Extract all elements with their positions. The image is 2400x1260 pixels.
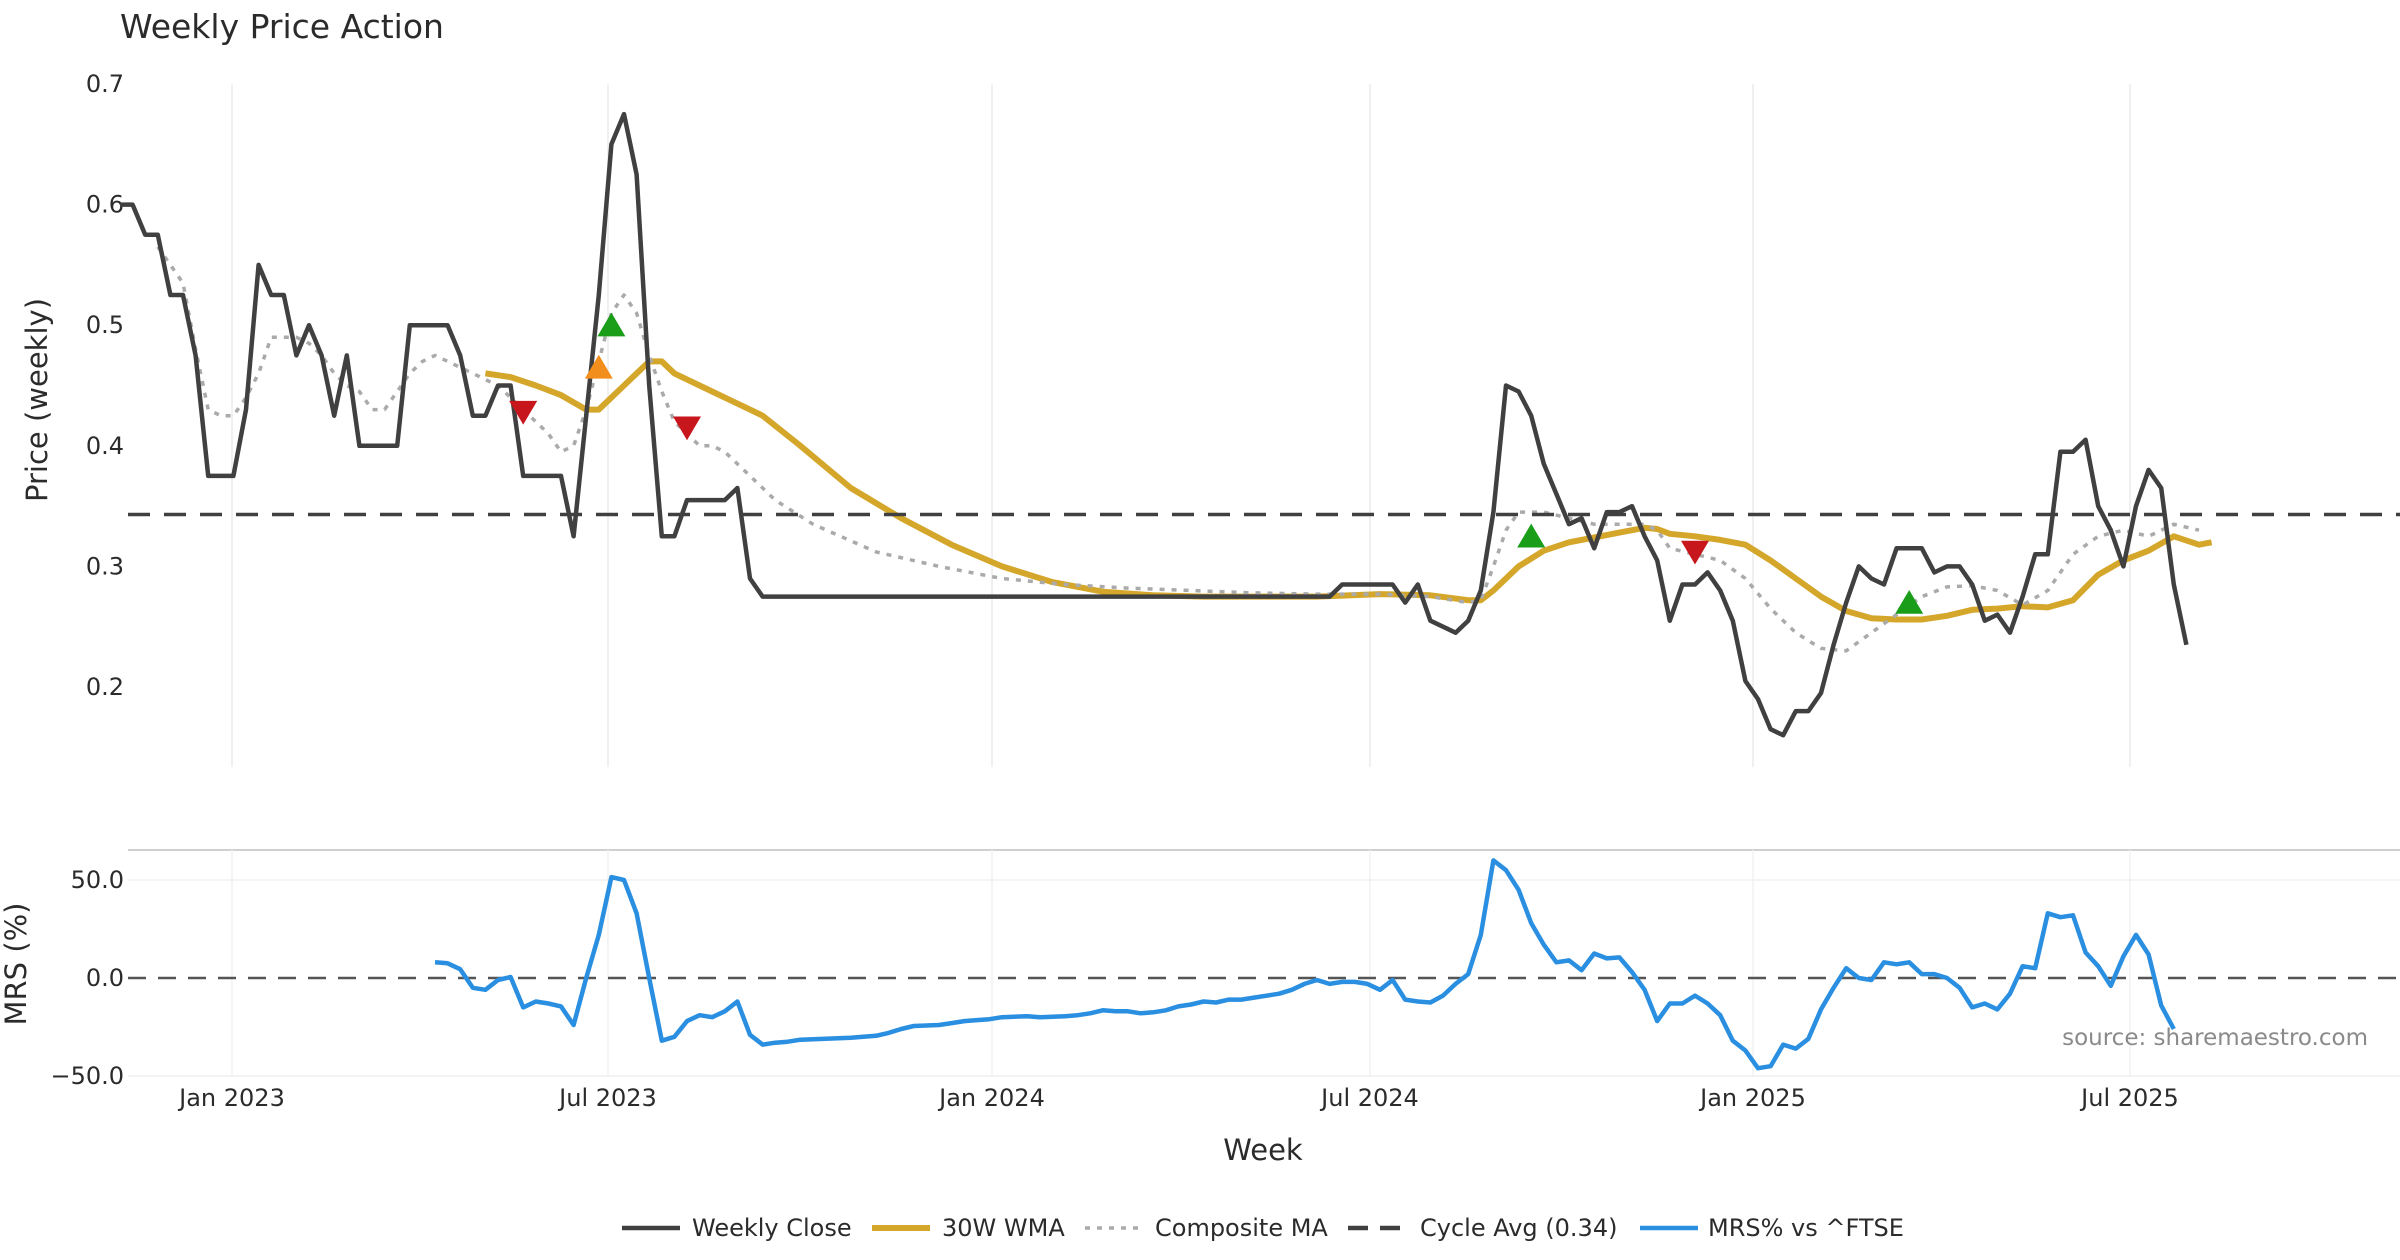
legend-label: 30W WMA <box>942 1214 1065 1242</box>
mrs-y-axis-label: MRS (%) <box>0 903 33 1026</box>
30w-wma-line <box>484 358 2213 623</box>
x-tick-label: Jul 2025 <box>2079 1084 2179 1112</box>
legend: Weekly Close 30W WMA Composite MA Cycle Avg… <box>622 1214 1904 1242</box>
signal-marker-up <box>597 312 626 337</box>
x-tick-label: Jan 2023 <box>177 1084 285 1112</box>
mrs-grid <box>128 849 2400 1077</box>
legend-label: Weekly Close <box>692 1214 852 1242</box>
price-series <box>120 111 2400 738</box>
price-markers <box>509 312 1924 614</box>
mrs-line <box>434 858 2176 1071</box>
mrs-y-ticks: 50.0 0.0 −50.0 <box>50 866 124 1090</box>
mrs-series <box>434 858 2176 1071</box>
signal-marker-up <box>584 354 613 379</box>
mrs-y-tick-label: 50.0 <box>71 866 124 894</box>
legend-label: MRS% vs ^FTSE <box>1708 1214 1904 1242</box>
chart-title: Weekly Price Action <box>120 7 444 46</box>
signal-marker-up <box>1895 589 1924 614</box>
x-tick-label: Jul 2024 <box>1319 1084 1419 1112</box>
price-y-axis-label: Price (weekly) <box>20 298 54 502</box>
signal-marker-down <box>509 400 538 425</box>
price-y-tick-label: 0.6 <box>86 191 124 219</box>
price-y-tick-label: 0.4 <box>86 432 124 460</box>
price-y-tick-label: 0.5 <box>86 311 124 339</box>
weekly-close-line <box>120 111 2189 738</box>
signal-marker-up <box>1517 523 1546 548</box>
x-tick-label: Jul 2023 <box>557 1084 657 1112</box>
legend-label: Composite MA <box>1155 1214 1328 1242</box>
price-y-tick-label: 0.7 <box>86 70 124 98</box>
signal-marker-down <box>1681 540 1709 565</box>
price-y-ticks: 0.2 0.3 0.4 0.5 0.6 0.7 <box>86 70 124 701</box>
x-ticks: Jan 2023 Jul 2023 Jan 2024 Jul 2024 Jan 2025… <box>177 1084 2179 1112</box>
mrs-y-tick-label: −50.0 <box>50 1062 124 1090</box>
source-note: source: sharemaestro.com <box>2062 1025 2368 1051</box>
x-tick-label: Jan 2025 <box>1698 1084 1806 1112</box>
mrs-y-tick-label: 0.0 <box>86 964 124 992</box>
price-y-tick-label: 0.2 <box>86 673 124 701</box>
signal-marker-down <box>673 416 701 441</box>
x-tick-label: Jan 2024 <box>937 1084 1045 1112</box>
legend-label: Cycle Avg (0.34) <box>1420 1214 1617 1242</box>
price-y-tick-label: 0.3 <box>86 552 124 580</box>
composite-ma-line <box>156 245 2200 653</box>
x-axis-label: Week <box>1223 1133 1303 1167</box>
